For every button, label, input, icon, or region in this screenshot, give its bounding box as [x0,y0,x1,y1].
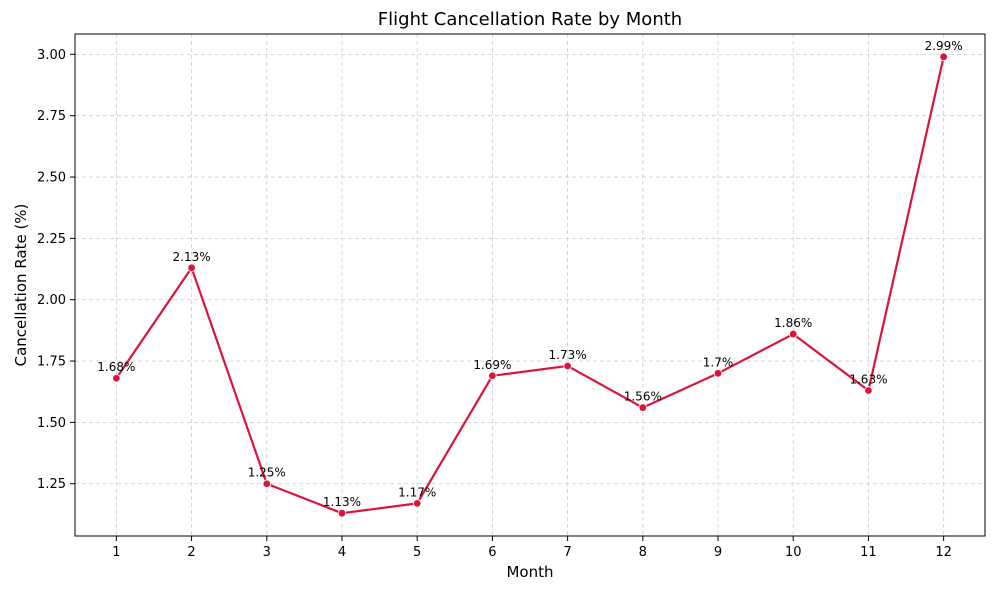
data-point [337,508,347,518]
x-tick-label: 5 [413,545,421,560]
y-tick-label: 1.50 [37,416,66,431]
x-tick-label: 1 [112,545,120,560]
y-tick-label: 3.00 [37,48,66,63]
x-tick-label: 8 [639,545,647,560]
data-label: 1.69% [473,358,511,372]
data-label: 1.25% [248,466,286,480]
data-label: 1.73% [549,348,587,362]
x-axis-ticks: 1 2 3 4 5 6 7 8 9 10 11 12 [112,536,952,560]
y-tick-label: 2.75 [37,109,66,124]
data-label-layer: 1.68% 2.13% 1.25% 1.13% 1.17% 1.69% 1.73% 1.56%… [97,39,962,509]
data-point [412,499,422,508]
data-point [563,361,572,371]
data-label: 1.86% [774,316,812,330]
y-tick-label: 2.00 [37,293,66,308]
y-axis-ticks: 1.25 1.50 1.75 2.00 2.25 2.50 2.75 3.00 [37,48,75,492]
grid [75,34,985,536]
data-point [488,371,497,380]
data-label: 1.13% [323,495,361,509]
data-point [187,263,196,273]
y-tick-label: 2.25 [37,232,66,247]
x-tick-label: 4 [338,545,346,560]
x-tick-label: 10 [785,545,802,560]
x-axis-label: Month [506,563,553,581]
y-tick-label: 2.50 [37,171,66,186]
data-label: 1.56% [624,390,662,404]
marker-layer [112,52,948,518]
chart-title: Flight Cancellation Rate by Month [378,9,682,30]
data-point [789,329,798,339]
data-label: 2.99% [925,39,963,53]
series-layer [115,56,945,515]
x-tick-label: 11 [860,545,877,560]
data-point [262,479,271,488]
data-label: 2.13% [173,250,211,264]
series-line [115,56,945,515]
data-point [939,52,948,62]
x-tick-label: 7 [563,545,571,560]
data-label: 1.17% [398,485,436,499]
data-label: 1.7% [703,355,734,369]
y-tick-label: 1.75 [37,355,66,370]
y-tick-label: 1.25 [37,477,66,492]
plot-frame [74,33,986,537]
data-point [864,386,873,395]
x-tick-label: 2 [187,545,195,560]
data-point [112,374,121,383]
data-point [713,369,723,378]
x-tick-label: 9 [714,545,722,560]
x-tick-label: 3 [263,545,271,560]
x-tick-label: 12 [935,545,952,560]
x-tick-label: 6 [488,545,496,560]
y-axis-label: Cancellation Rate (%) [12,204,30,367]
data-point [638,403,648,412]
data-label: 1.68% [97,360,135,374]
data-label: 1.63% [849,373,887,387]
